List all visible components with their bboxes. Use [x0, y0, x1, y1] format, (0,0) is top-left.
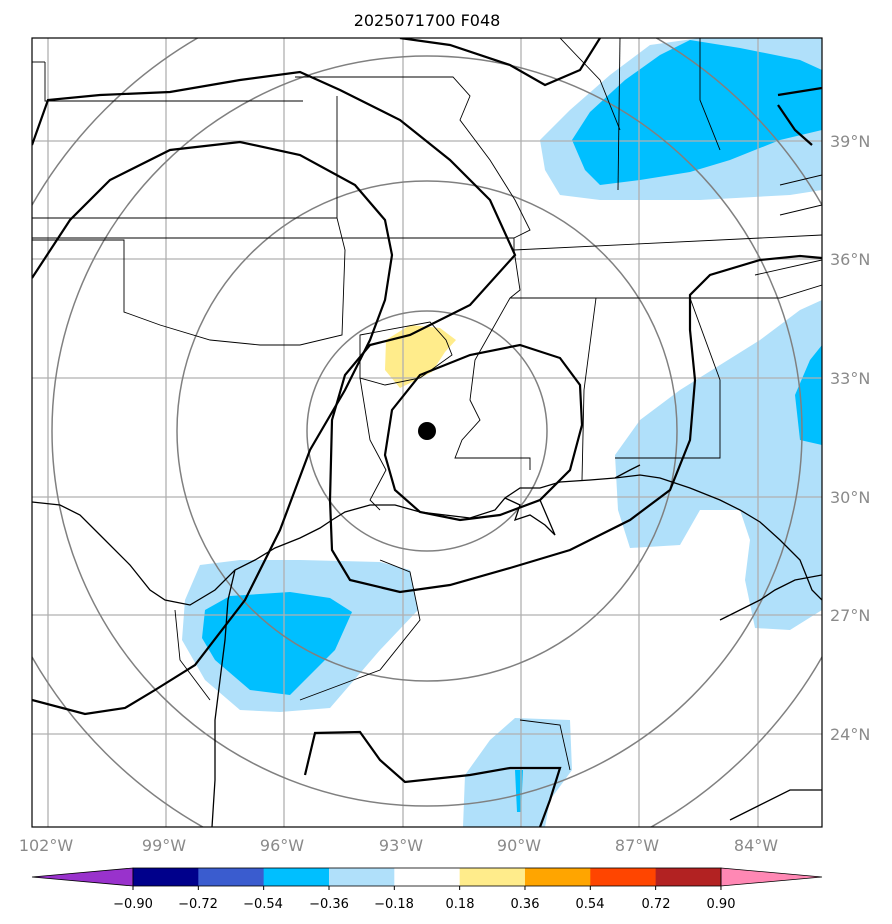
lon-label: 93°W [379, 836, 423, 855]
colorbar-tick-label: −0.36 [309, 897, 349, 912]
colorbar-frame [132, 867, 722, 887]
colorbar-tick-label: 0.90 [707, 897, 736, 912]
colorbar-extension-low [31, 867, 134, 887]
longitude-labels: 102°W 99°W 96°W 93°W 90°W 87°W 84°W [19, 836, 778, 855]
colorbar-segment [198, 868, 265, 886]
lon-label: 99°W [142, 836, 186, 855]
lon-label: 84°W [734, 836, 778, 855]
colorbar-segment [459, 868, 526, 886]
colorbar [31, 867, 823, 890]
anomaly-core-texas-coast [202, 592, 352, 695]
lon-label: 90°W [497, 836, 541, 855]
state-borders [32, 38, 822, 771]
graticule [32, 38, 822, 827]
colorbar-segment [524, 868, 591, 886]
colorbar-segment [394, 868, 461, 886]
colorbar-tick-label: 0.36 [511, 897, 540, 912]
lat-label: 30°N [830, 488, 870, 507]
coastline [32, 464, 822, 827]
latitude-labels: 39°N 36°N 33°N 30°N 27°N 24°N [830, 132, 870, 744]
lat-label: 36°N [830, 250, 870, 269]
map-title: 2025071700 F048 [354, 11, 501, 30]
contour-west [32, 140, 394, 716]
colorbar-segment [590, 868, 657, 886]
anomaly-patch-southeast [615, 300, 822, 630]
lat-label: 27°N [830, 606, 870, 625]
colorbar-tick-labels: −0.90 −0.72 −0.54 −0.36 −0.18 0.18 0.36 … [113, 897, 735, 912]
colorbar-segment [263, 868, 330, 886]
colorbar-segment [328, 868, 395, 886]
colorbar-tick-label: −0.90 [113, 897, 153, 912]
colorbar-tick-label: −0.72 [178, 897, 218, 912]
contour-top [399, 38, 601, 87]
lon-label: 87°W [615, 836, 659, 855]
contour-northeast-2 [777, 104, 813, 146]
colorbar-tick-label: −0.54 [243, 897, 283, 912]
contour-south [303, 730, 562, 827]
contour-north [32, 70, 822, 594]
range-rings [32, 38, 822, 827]
colorbar-segment [133, 868, 199, 886]
colorbar-tick-label: 0.18 [446, 897, 475, 912]
map-area [32, 38, 822, 827]
range-ring [306, 310, 548, 552]
colorbar-tick-label: 0.72 [642, 897, 671, 912]
colorbar-extension-high [720, 867, 823, 887]
colorbar-segment [655, 868, 722, 886]
contour-closed-low [383, 343, 584, 522]
lon-label: 102°W [19, 836, 74, 855]
storm-center-marker [418, 422, 436, 440]
colorbar-tick-label: −0.18 [374, 897, 414, 912]
height-contours [32, 38, 822, 827]
contour-northeast [777, 86, 822, 97]
lat-label: 39°N [830, 132, 870, 151]
anomaly-core-northeast [572, 40, 822, 185]
range-ring [176, 180, 678, 682]
range-ring [51, 55, 803, 807]
lat-label: 33°N [830, 369, 870, 388]
colorbar-tick-label: 0.54 [576, 897, 605, 912]
lon-label: 96°W [260, 836, 304, 855]
map-frame [31, 37, 823, 828]
lat-label: 24°N [830, 725, 870, 744]
